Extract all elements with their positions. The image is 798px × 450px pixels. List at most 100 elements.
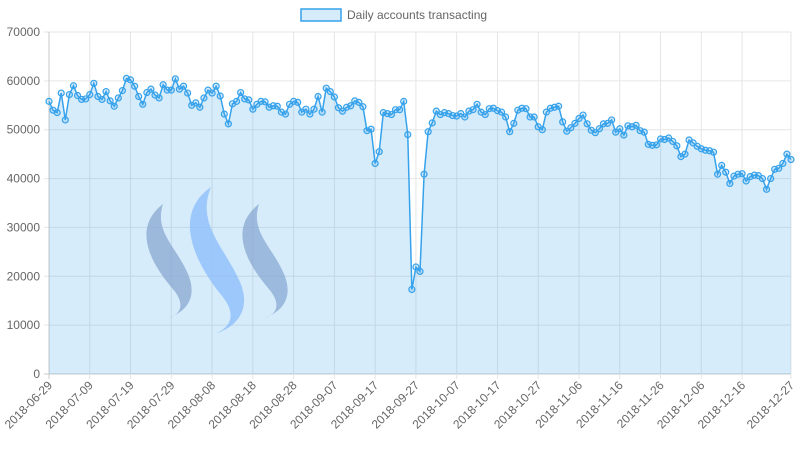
data-point[interactable] [167, 86, 175, 94]
data-point[interactable] [273, 102, 281, 110]
data-point[interactable] [131, 82, 139, 90]
data-point[interactable] [245, 96, 253, 104]
data-point[interactable] [787, 155, 795, 164]
data-point[interactable] [652, 141, 661, 149]
data-point[interactable] [155, 94, 163, 102]
data-point[interactable] [775, 164, 783, 172]
data-point[interactable] [355, 98, 363, 106]
data-point[interactable] [367, 125, 375, 133]
data-point[interactable] [294, 98, 302, 106]
data-point[interactable] [571, 119, 579, 127]
data-point[interactable] [762, 185, 771, 193]
data-point[interactable] [102, 88, 110, 96]
data-point[interactable] [714, 170, 722, 178]
legend[interactable]: Daily accounts transacting [300, 8, 487, 22]
data-point[interactable] [555, 102, 563, 110]
data-point[interactable] [608, 116, 616, 124]
data-point[interactable] [159, 81, 167, 89]
data-point[interactable] [306, 110, 314, 118]
data-point[interactable] [261, 98, 269, 106]
data-point[interactable] [404, 131, 412, 139]
data-point[interactable] [192, 99, 200, 107]
data-point[interactable] [567, 124, 575, 132]
data-point[interactable] [114, 94, 122, 102]
data-point[interactable] [45, 97, 53, 105]
data-point[interactable] [416, 267, 424, 275]
data-point[interactable] [709, 148, 718, 156]
data-point[interactable] [98, 95, 106, 104]
data-point[interactable] [208, 89, 216, 97]
data-point[interactable] [620, 131, 628, 139]
data-point[interactable] [86, 90, 94, 99]
data-point[interactable] [420, 170, 428, 178]
data-point[interactable] [237, 88, 245, 97]
data-point[interactable] [61, 116, 69, 124]
data-point[interactable] [522, 105, 530, 113]
data-point[interactable] [281, 110, 290, 118]
data-point[interactable] [302, 105, 310, 113]
data-point[interactable] [330, 93, 338, 101]
data-point[interactable] [314, 92, 322, 101]
data-point[interactable] [506, 128, 514, 136]
data-point[interactable] [673, 142, 681, 150]
data-point[interactable] [216, 92, 224, 100]
data-point[interactable] [196, 103, 204, 111]
data-point[interactable] [510, 119, 518, 127]
data-point[interactable] [90, 79, 98, 87]
data-point[interactable] [200, 94, 208, 102]
data-point[interactable] [424, 128, 432, 136]
data-point[interactable] [57, 89, 65, 97]
data-point[interactable] [530, 113, 538, 121]
data-point[interactable] [783, 150, 791, 158]
data-point[interactable] [220, 110, 228, 118]
data-point[interactable] [408, 285, 416, 294]
data-point[interactable] [726, 179, 734, 188]
data-point[interactable] [359, 103, 367, 111]
data-point[interactable] [65, 90, 73, 99]
data-point[interactable] [473, 100, 481, 108]
data-point[interactable] [742, 177, 750, 185]
data-point[interactable] [412, 263, 420, 271]
data-point[interactable] [126, 76, 135, 84]
data-point[interactable] [135, 92, 143, 101]
data-point[interactable] [106, 97, 114, 105]
data-point[interactable] [616, 125, 624, 133]
data-point[interactable] [469, 106, 477, 114]
data-point[interactable] [118, 87, 126, 95]
data-point[interactable] [232, 97, 241, 105]
data-point[interactable] [722, 168, 730, 176]
data-point[interactable] [497, 108, 506, 116]
data-point[interactable] [249, 105, 257, 113]
data-point[interactable] [212, 82, 220, 90]
data-point[interactable] [767, 174, 775, 183]
data-point[interactable] [640, 128, 648, 136]
data-point[interactable] [326, 88, 334, 96]
data-point[interactable] [428, 119, 436, 127]
data-point[interactable] [396, 106, 404, 114]
data-point[interactable] [538, 126, 546, 134]
data-point[interactable] [318, 108, 326, 116]
data-point[interactable] [559, 118, 567, 126]
data-point[interactable] [69, 82, 78, 90]
data-point[interactable] [481, 110, 489, 119]
data-point[interactable] [53, 109, 61, 117]
data-point[interactable] [347, 102, 355, 110]
data-point[interactable] [461, 113, 469, 121]
data-point[interactable] [375, 148, 383, 156]
data-point[interactable] [184, 89, 192, 97]
data-point[interactable] [718, 161, 726, 169]
data-point[interactable] [139, 100, 147, 108]
data-point[interactable] [171, 75, 179, 83]
data-point[interactable] [82, 95, 90, 103]
data-point[interactable] [579, 111, 587, 119]
data-point[interactable] [681, 150, 689, 158]
data-point[interactable] [179, 82, 188, 90]
data-point[interactable] [669, 137, 677, 146]
data-point[interactable] [371, 159, 379, 168]
data-point[interactable] [147, 85, 155, 93]
data-point[interactable] [779, 159, 787, 168]
data-point[interactable] [387, 110, 396, 119]
data-point[interactable] [310, 105, 318, 113]
data-point[interactable] [502, 113, 510, 121]
data-point[interactable] [110, 102, 118, 110]
